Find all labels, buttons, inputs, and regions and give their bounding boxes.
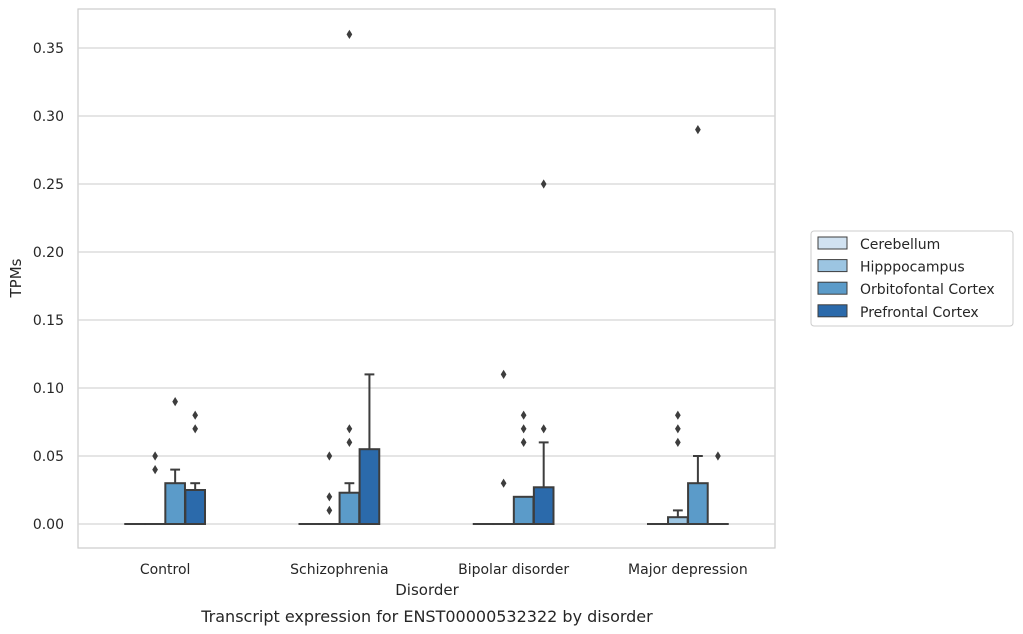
y-axis-label: TPMs [7,258,25,298]
y-tick-label: 0.05 [33,449,64,465]
x-tick-labels: Control Schizophrenia Bipolar disorder Majo… [140,562,748,578]
outlier-point [326,451,333,461]
x-tick-label: Major depression [628,562,748,578]
y-tick-label: 0.20 [33,245,64,261]
y-tick-label: 0.15 [33,313,64,329]
legend-frame [810,230,1014,327]
y-tick-label: 0.25 [33,177,64,193]
outlier-point [500,478,507,488]
outlier-point [520,437,527,447]
legend-swatch [817,304,848,318]
plot-area [77,8,776,549]
outlier-point [346,424,353,434]
chart-caption: Transcript expression for ENST0000053232… [200,607,653,626]
legend-label: Prefrontal Cortex [860,305,979,321]
box-body [667,516,689,526]
outlier-point [152,451,158,461]
outlier-point [192,424,199,434]
outlier-point [675,424,681,434]
boxes [124,29,729,526]
x-axis-label: Disorder [395,581,459,599]
legend-label: Cerebellum [860,237,940,253]
y-tick-labels: 0.00 0.05 0.10 0.15 0.20 0.25 0.30 0.35 [33,41,64,533]
y-tick-label: 0.35 [33,41,64,57]
outlier-point [500,369,507,379]
outlier-point [346,437,353,447]
y-tick-label: 0.10 [33,381,64,397]
box-body [184,489,207,525]
box-3-1 [358,373,381,526]
box-1-2 [492,369,515,526]
legend-swatch [817,259,848,273]
outlier-point [540,179,547,189]
box-body [338,491,361,526]
legend-label: Hipppocampus [860,260,965,276]
box-body [532,486,555,525]
box-2-1 [338,29,361,526]
box-3-3 [707,451,729,526]
y-tick-label: 0.30 [33,109,64,125]
outlier-point [192,410,199,420]
outlier-point [715,451,721,461]
x-tick-label: Control [140,562,191,578]
legend-swatch [817,281,848,295]
x-tick-label: Bipolar disorder [458,562,569,578]
outlier-point [326,492,333,502]
y-tick-label: 0.00 [33,517,64,533]
outlier-point [520,410,527,420]
outlier-point [540,424,547,434]
legend-label: Orbitofontal Cortex [860,282,995,298]
outlier-point [695,125,701,135]
box-body [358,448,381,526]
box-3-0 [184,410,207,525]
outlier-point [675,437,681,447]
legend: Cerebellum Hipppocampus Orbitofontal Corte… [810,230,1014,327]
box-body [512,495,535,525]
outlier-point [326,505,333,515]
legend-swatch [817,236,848,250]
box-body [164,482,186,526]
x-tick-label: Schizophrenia [290,562,388,578]
outlier-point [346,29,353,39]
box-2-3 [687,125,709,526]
box-3-2 [532,179,555,525]
box-1-0 [144,451,166,526]
outlier-point [675,410,681,420]
gridlines [78,47,775,525]
outlier-point [520,424,527,434]
outlier-point [172,397,178,407]
box-body [687,482,709,526]
outlier-point [152,465,158,475]
